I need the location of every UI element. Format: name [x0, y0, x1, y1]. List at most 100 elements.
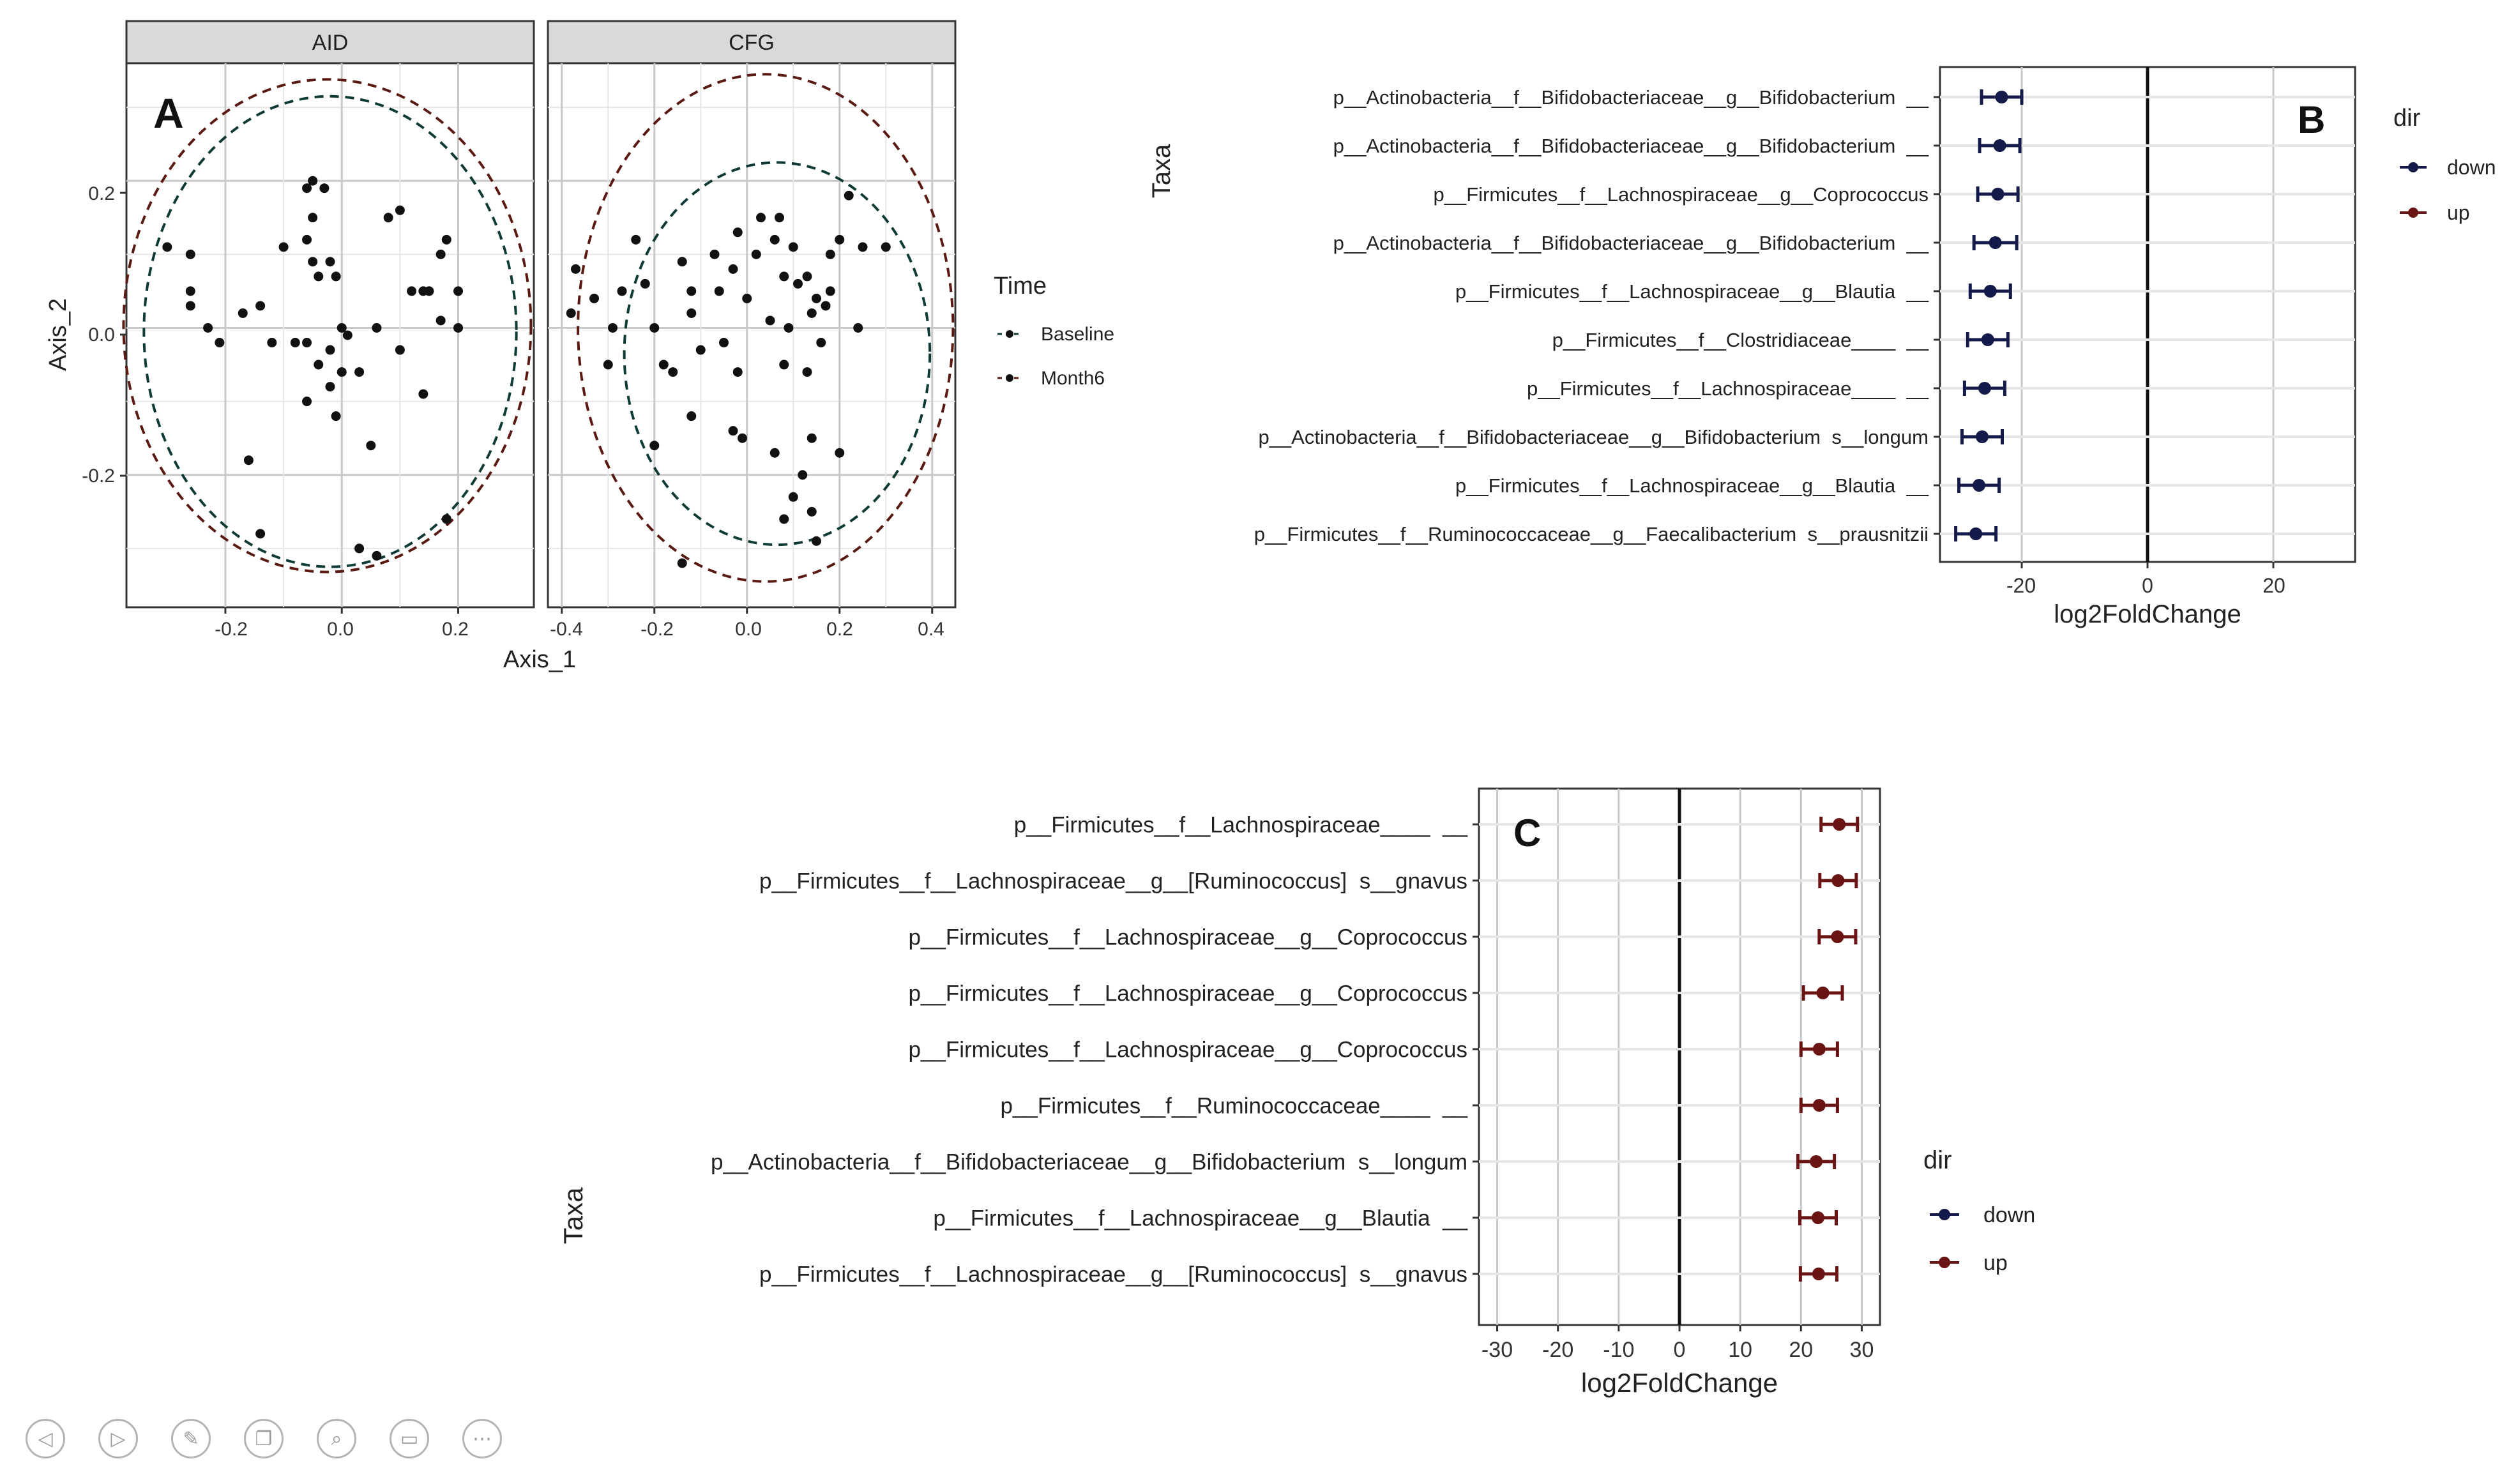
scatter-point [686, 411, 697, 421]
subtitle-icon[interactable]: ▭ [390, 1419, 429, 1458]
effect-mark [1954, 526, 1998, 541]
y-tick-label: 0.0 [88, 324, 115, 345]
scatter-point [617, 286, 627, 296]
previous-icon[interactable]: ◁ [26, 1419, 65, 1458]
scatter-point [185, 301, 195, 311]
estimate-point [1812, 1099, 1826, 1112]
scatter-point [751, 249, 761, 259]
x-tick-label-c: 20 [1789, 1338, 1813, 1362]
scatter-point [769, 234, 780, 245]
effect-mark [1962, 381, 2006, 396]
effect-mark [1801, 985, 1844, 1001]
estimate-point [1991, 188, 2004, 201]
ellipse-month6 [577, 73, 955, 583]
x-tick-label-aid: 0.0 [327, 619, 354, 640]
scatter-point [807, 506, 817, 517]
scatter-point [821, 301, 831, 311]
scatter-point [881, 242, 891, 252]
scatter-point [308, 257, 318, 267]
scatter-point [383, 213, 393, 223]
scatter-point [807, 433, 817, 443]
scatter-point [372, 550, 382, 561]
effect-mark [1799, 1098, 1839, 1113]
scatter-point [858, 242, 868, 252]
more-icon[interactable]: ⋯ [462, 1419, 502, 1458]
scatter-point [589, 293, 599, 303]
scatter-point [267, 338, 277, 348]
effect-mark [1798, 1266, 1838, 1282]
x-tick-label-c: 10 [1728, 1338, 1752, 1362]
x-tick-label-b: 0 [2142, 574, 2153, 597]
scatter-point [798, 470, 808, 480]
scatter-point [407, 286, 417, 296]
scatter-point [436, 249, 446, 259]
scatter-point [215, 338, 225, 348]
copy-icon[interactable]: ❐ [244, 1419, 284, 1458]
taxon-label: p__Firmicutes__f__Lachnospiraceae__g__[R… [759, 1262, 1467, 1287]
x-tick-label-cfg: -0.4 [550, 619, 583, 640]
scatter-point [812, 536, 821, 546]
taxon-label: p__Actinobacteria__f__Bifidobacteriaceae… [1333, 86, 1929, 109]
pen-icon[interactable]: ✎ [171, 1419, 211, 1458]
taxon-label: p__Actinobacteria__f__Bifidobacteriaceae… [1333, 232, 1929, 254]
estimate-point [1983, 285, 1997, 298]
scatter-point [732, 367, 743, 377]
scatter-point [784, 322, 794, 333]
scatter-point [788, 492, 798, 502]
taxa-labels-c: p__Firmicutes__f__Lachnospiraceae____ __… [711, 813, 1468, 1287]
scatter-point [686, 286, 697, 296]
y-tick-label: 0.2 [88, 183, 115, 204]
x-axis-title-b: log2FoldChange [2054, 600, 2241, 628]
scatter-point [566, 308, 576, 318]
scatter-point [162, 242, 172, 252]
panel-b: p__Actinobacteria__f__Bifidobacteriaceae… [1148, 66, 2496, 628]
taxon-label: p__Firmicutes__f__Lachnospiraceae____ __ [1014, 813, 1468, 838]
next-icon[interactable]: ▷ [98, 1419, 138, 1458]
scatter-point [686, 308, 697, 318]
marks-b [1954, 89, 2024, 541]
effect-mark [1966, 332, 2010, 347]
legend-item-down-c: down [1930, 1203, 2035, 1227]
scatter-point [424, 286, 434, 296]
estimate-point [1816, 987, 1830, 999]
scatter-point [185, 249, 195, 259]
scatter-point [835, 234, 845, 245]
estimate-point [1812, 1268, 1825, 1280]
scatter-point [337, 367, 347, 377]
scatter-point [779, 360, 789, 370]
taxon-label: p__Firmicutes__f__Ruminococcaceae____ __ [1000, 1094, 1467, 1119]
slideshow-toolbar: ◁ ▷ ✎ ❐ ⌕ ▭ ⋯ [26, 1419, 502, 1461]
zoom-icon[interactable]: ⌕ [317, 1419, 356, 1458]
legend-label: down [1983, 1203, 2035, 1227]
scatter-point [331, 271, 341, 282]
legend-title-time: Time [994, 273, 1047, 299]
ellipse-month6 [122, 78, 533, 573]
legend-item-month6: Month6 [997, 368, 1105, 389]
x-ticks-c: -30 -20 -10 0 10 20 30 [1482, 1338, 1874, 1362]
scatter-point [337, 322, 347, 333]
scatter-point [677, 558, 687, 568]
estimate-point [1831, 930, 1844, 943]
x-tick-label-b: 20 [2262, 574, 2285, 597]
scatter-point [238, 308, 248, 318]
scatter-point [302, 234, 312, 245]
scatter-point [325, 345, 335, 355]
taxon-label: p__Firmicutes__f__Lachnospiraceae____ __ [1527, 377, 1929, 400]
taxon-label: p__Firmicutes__f__Lachnospiraceae__g__Co… [908, 1038, 1467, 1063]
facet-strip-aid [125, 20, 535, 64]
legend-label: Baseline [1041, 324, 1114, 345]
panel-letter-c: C [1513, 812, 1541, 854]
scatter-point [314, 271, 324, 282]
scatter-point [290, 338, 300, 348]
y-axis-title-b: Taxa [1148, 144, 1176, 198]
scatter-point [418, 389, 428, 399]
taxon-label: p__Firmicutes__f__Lachnospiraceae__g__Bl… [1455, 280, 1929, 303]
scatter-point [802, 271, 812, 282]
effect-mark [1799, 1041, 1839, 1057]
facet-strip-cfg [547, 20, 957, 64]
x-tick-label-cfg: -0.2 [640, 619, 674, 640]
scatter-point [649, 441, 660, 451]
scatter-point [788, 242, 798, 252]
estimate-point [1833, 818, 1846, 831]
